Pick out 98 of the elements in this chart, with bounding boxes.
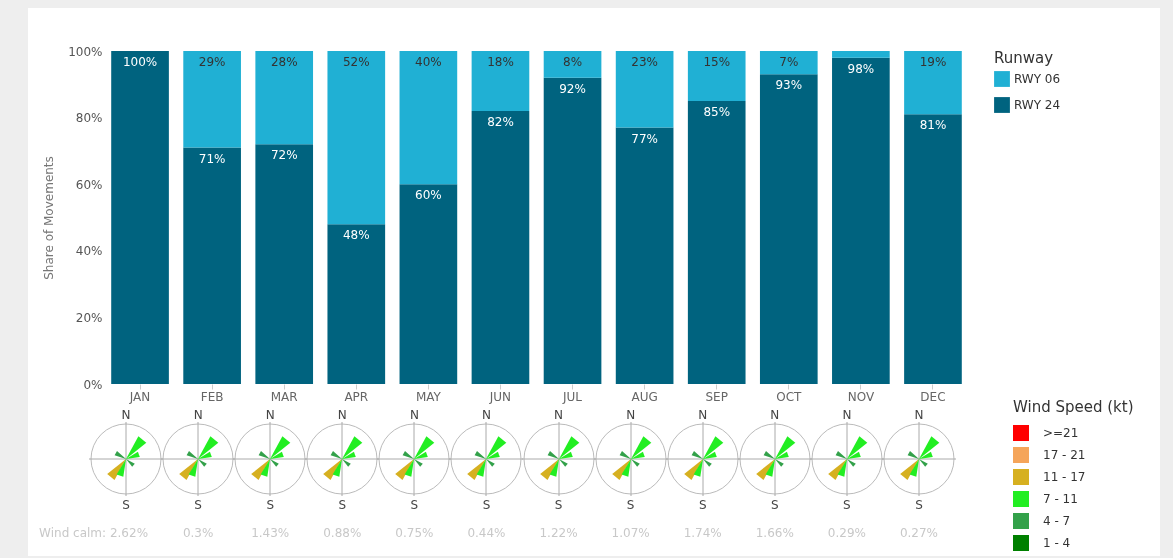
x-tick-label: DEC bbox=[920, 389, 946, 404]
data-label: 77% bbox=[631, 131, 658, 146]
text: N bbox=[553, 408, 564, 422]
x-tick-label: AUG bbox=[631, 389, 658, 404]
bar bbox=[904, 51, 962, 115]
legend-title: Runway bbox=[994, 49, 1054, 67]
text: S bbox=[409, 498, 420, 512]
bar bbox=[111, 51, 169, 384]
text: S bbox=[697, 498, 708, 512]
text: N bbox=[192, 408, 204, 422]
bar bbox=[399, 51, 458, 185]
data-label: 60% bbox=[415, 188, 442, 203]
data-label: 23% bbox=[631, 55, 658, 69]
text: N bbox=[480, 408, 492, 422]
data-label: 52% bbox=[342, 55, 370, 69]
category-label: 17 - 21 bbox=[1043, 448, 1086, 462]
bar bbox=[327, 51, 386, 225]
data-label: 7% bbox=[779, 55, 799, 69]
x-tick-label: FEB bbox=[200, 389, 224, 404]
data-label: 100% bbox=[122, 55, 158, 69]
bar bbox=[759, 51, 818, 75]
category-label: 7 - 11 bbox=[1043, 492, 1078, 506]
bar bbox=[832, 51, 890, 58]
data-label: 93% bbox=[775, 78, 803, 93]
bar bbox=[255, 144, 314, 384]
bar bbox=[543, 77, 602, 384]
bar bbox=[399, 184, 458, 384]
data-label: 98% bbox=[847, 61, 875, 76]
bar bbox=[832, 57, 890, 384]
bar bbox=[615, 127, 674, 384]
text: S bbox=[842, 498, 852, 512]
text: N bbox=[625, 408, 637, 422]
legend-title: Wind Speed (kt) bbox=[1013, 398, 1134, 416]
text: S bbox=[625, 498, 636, 512]
y-tick-label: 0% bbox=[83, 377, 103, 392]
y-tick-label: 20% bbox=[75, 310, 103, 325]
data-label: 72% bbox=[270, 148, 298, 163]
data-label: 85% bbox=[703, 104, 731, 119]
bar bbox=[687, 100, 746, 384]
text: N bbox=[913, 408, 925, 422]
bar bbox=[471, 110, 530, 384]
x-tick-label: JAN bbox=[128, 389, 151, 404]
x-tick-label: MAR bbox=[270, 389, 298, 404]
bar bbox=[255, 51, 314, 145]
text: S bbox=[121, 498, 131, 512]
data-label: 8% bbox=[563, 55, 583, 69]
x-tick-label: MAY bbox=[415, 389, 442, 404]
bar bbox=[183, 51, 241, 148]
category-label: 11 - 17 bbox=[1043, 470, 1086, 484]
bar bbox=[759, 74, 818, 384]
x-tick-label: SEP bbox=[705, 389, 728, 404]
text: S bbox=[553, 498, 564, 512]
x-tick-label: APR bbox=[344, 389, 369, 404]
text: N bbox=[408, 408, 420, 422]
data-label: 40% bbox=[415, 55, 442, 69]
data-label: 81% bbox=[919, 118, 947, 133]
text: S bbox=[769, 498, 780, 512]
y-tick-label: 80% bbox=[75, 111, 103, 126]
x-tick-label: NOV bbox=[847, 389, 875, 404]
data-label: 71% bbox=[198, 151, 226, 166]
text: N bbox=[264, 408, 276, 422]
data-label: 28% bbox=[270, 55, 298, 69]
text: N bbox=[841, 408, 853, 422]
data-label: 82% bbox=[487, 114, 514, 129]
data-label: 15% bbox=[703, 55, 731, 69]
data-label: 92% bbox=[559, 81, 586, 96]
text: N bbox=[120, 408, 132, 422]
category-label: 1 - 4 bbox=[1043, 536, 1071, 550]
y-tick-label: 40% bbox=[75, 244, 103, 259]
text: N bbox=[697, 408, 709, 422]
bar bbox=[615, 51, 674, 128]
y-axis-title: Share of Movements bbox=[42, 156, 57, 280]
x-tick-label: JUN bbox=[488, 389, 512, 404]
text: S bbox=[914, 498, 924, 512]
text: S bbox=[337, 498, 348, 512]
text: N bbox=[769, 408, 781, 422]
bar bbox=[904, 114, 962, 384]
text: N bbox=[336, 408, 348, 422]
data-label: 29% bbox=[198, 55, 226, 69]
y-tick-label: 100% bbox=[68, 44, 103, 59]
bar bbox=[327, 224, 386, 384]
data-label: 18% bbox=[487, 55, 514, 69]
data-label: 48% bbox=[342, 228, 370, 243]
bar bbox=[183, 147, 241, 384]
legend-label: RWY 06 bbox=[1014, 72, 1061, 86]
category-label: >=21 bbox=[1043, 426, 1079, 440]
x-tick-label: OCT bbox=[776, 389, 803, 404]
text: S bbox=[265, 498, 275, 512]
x-tick-label: JUL bbox=[562, 389, 583, 404]
text: S bbox=[193, 498, 203, 512]
bar bbox=[543, 51, 602, 78]
text: S bbox=[481, 498, 492, 512]
data-label: 19% bbox=[919, 55, 947, 69]
legend-label: RWY 24 bbox=[1014, 98, 1061, 112]
bar bbox=[471, 51, 530, 111]
category-label: 4 - 7 bbox=[1043, 514, 1071, 528]
y-tick-label: 60% bbox=[75, 177, 103, 192]
bar bbox=[687, 51, 746, 101]
